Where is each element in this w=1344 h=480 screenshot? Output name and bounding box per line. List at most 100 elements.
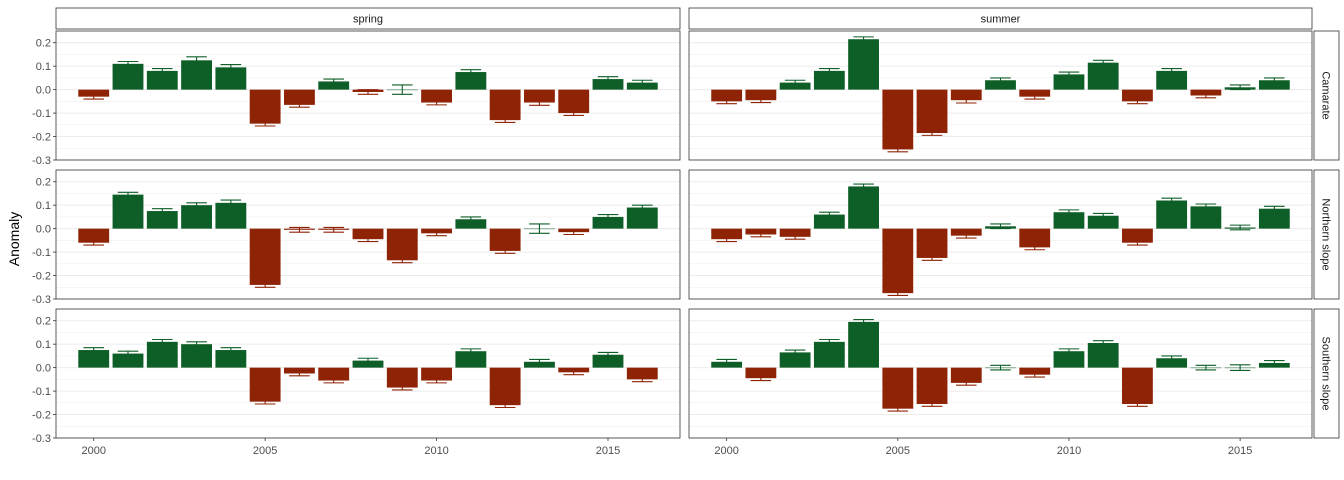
error-bar-2016 — [1264, 77, 1285, 84]
error-bar-2016 — [632, 79, 653, 86]
y-tick-label: 0.2 — [36, 316, 51, 328]
error-bar-2009 — [1024, 93, 1045, 100]
error-bar-2007 — [323, 78, 344, 85]
y-tick-label: -0.1 — [32, 386, 51, 398]
y-tick-label: 0.2 — [36, 38, 51, 50]
bar-2011 — [455, 351, 487, 368]
x-tick-label: 2005 — [253, 445, 277, 457]
error-bar-2013 — [529, 358, 550, 365]
error-bar-2007 — [956, 96, 977, 104]
bar-2000 — [78, 89, 110, 97]
error-bar-2015 — [1229, 224, 1251, 231]
error-bar-2014 — [1195, 203, 1217, 210]
bar-2002 — [146, 211, 178, 229]
bar-2012 — [1122, 228, 1153, 243]
bar-2014 — [1190, 206, 1222, 229]
bar-2000 — [711, 361, 743, 368]
error-bar-2013 — [1161, 197, 1182, 204]
bar-2009 — [1019, 228, 1051, 248]
bar-2001 — [112, 63, 144, 90]
error-bar-2001 — [750, 231, 772, 238]
facet-strip-spring — [55, 7, 681, 30]
error-bar-2012 — [1127, 98, 1148, 105]
error-bar-2015 — [597, 76, 619, 82]
error-bar-2006 — [921, 130, 943, 136]
error-bar-2012 — [494, 117, 516, 124]
bar-2016 — [626, 82, 658, 90]
error-bar-2010 — [426, 99, 447, 106]
y-tick-label: -0.2 — [32, 132, 51, 144]
error-bar-2012 — [1127, 401, 1148, 407]
bar-2000 — [711, 89, 743, 102]
error-bar-2000 — [716, 98, 737, 105]
error-bar-2000 — [83, 93, 104, 100]
error-bar-2007 — [323, 226, 344, 233]
bar-2000 — [711, 228, 743, 240]
panel-border — [688, 308, 1313, 439]
error-bar-2003 — [186, 341, 207, 348]
error-bar-2006 — [289, 370, 310, 377]
bar-2002 — [779, 352, 811, 368]
error-bar-2012 — [494, 248, 516, 254]
bar-2013 — [1156, 200, 1188, 229]
x-tick-label: 2000 — [81, 445, 105, 457]
error-bar-2000 — [83, 347, 104, 353]
error-bar-2015 — [1229, 84, 1251, 91]
y-tick-label: -0.2 — [32, 410, 51, 422]
error-bar-2008 — [990, 77, 1011, 84]
bar-2004 — [848, 39, 879, 90]
bar-2008 — [352, 228, 384, 240]
y-tick-label: 0.0 — [36, 85, 51, 97]
bar-2015 — [592, 216, 624, 229]
bar-2011 — [1087, 215, 1119, 229]
error-bar-2009 — [1024, 371, 1045, 378]
bar-2006 — [284, 89, 315, 105]
bar-2002 — [779, 82, 811, 90]
panel-border — [688, 169, 1313, 300]
error-bar-2011 — [1092, 59, 1114, 66]
bar-2016 — [1258, 80, 1290, 90]
bar-2003 — [813, 70, 845, 90]
bar-2007 — [318, 81, 350, 90]
error-bar-2005 — [887, 146, 909, 153]
error-bar-2007 — [323, 377, 344, 384]
error-bar-2011 — [460, 69, 482, 75]
y-tick-label: -0.3 — [32, 294, 51, 306]
plot-layer: spring summer Camarate Northern slope Southe… — [32, 7, 1340, 457]
error-bar-2001 — [750, 97, 772, 104]
bar-2012 — [489, 89, 521, 121]
error-bar-2010 — [426, 230, 447, 237]
error-bar-2009 — [1024, 244, 1045, 251]
bar-2004 — [848, 321, 879, 368]
error-bar-2012 — [494, 402, 516, 409]
bar-2001 — [745, 367, 777, 379]
error-bar-2001 — [117, 60, 139, 67]
y-tick-label: 0.0 — [36, 224, 51, 236]
bar-2009 — [1019, 367, 1051, 375]
error-bar-2001 — [117, 350, 139, 357]
bar-2001 — [745, 228, 777, 235]
bar-2011 — [455, 72, 487, 90]
error-bar-2000 — [716, 358, 737, 365]
bar-2014 — [1190, 89, 1222, 96]
error-bar-2004 — [220, 63, 242, 71]
error-bar-2010 — [1058, 209, 1080, 216]
error-bar-2011 — [460, 348, 482, 355]
error-bar-2015 — [597, 351, 619, 358]
error-bar-2016 — [632, 204, 653, 211]
error-bar-2004 — [853, 319, 874, 325]
error-bar-2012 — [1127, 239, 1148, 246]
error-bar-2014 — [563, 229, 584, 236]
bar-2000 — [78, 350, 110, 368]
error-bar-2007 — [956, 379, 977, 386]
bar-2010 — [421, 89, 452, 103]
error-bar-2015 — [597, 214, 619, 220]
bar-2002 — [146, 70, 178, 90]
panel-background — [689, 309, 1312, 438]
error-bar-2004 — [220, 199, 242, 207]
facet-strip-label: Southern slope — [1320, 337, 1332, 411]
bar-2007 — [950, 89, 982, 101]
bar-2012 — [489, 228, 521, 251]
bar-2004 — [848, 186, 879, 229]
error-bar-2013 — [1161, 355, 1182, 362]
